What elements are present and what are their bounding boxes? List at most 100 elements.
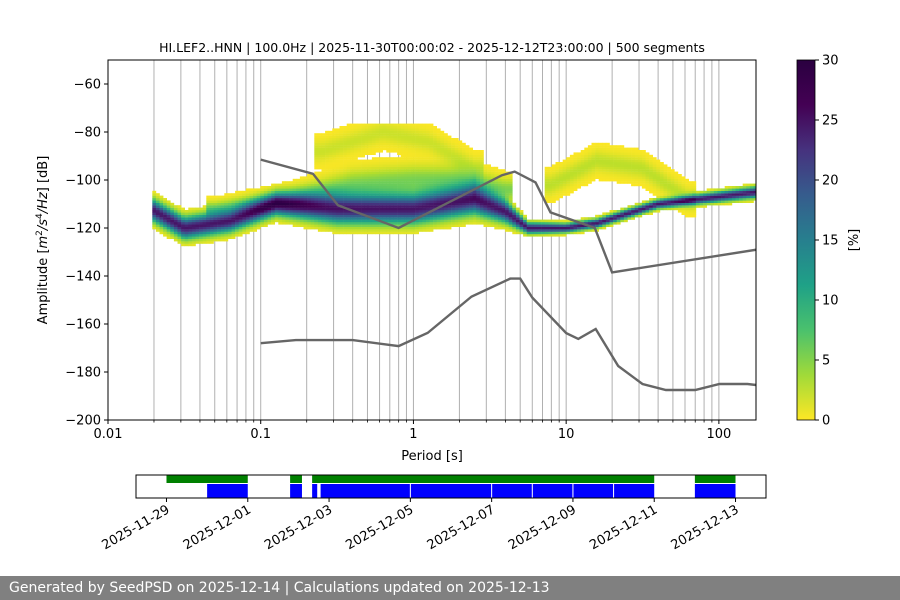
heatmap-cell bbox=[386, 176, 391, 179]
heatmap-cell bbox=[296, 186, 301, 189]
heatmap-cell bbox=[443, 222, 448, 225]
heatmap-cell bbox=[425, 154, 430, 158]
heatmap-cell bbox=[688, 188, 693, 191]
heatmap-cell bbox=[170, 207, 175, 211]
heatmap-cell bbox=[656, 171, 661, 175]
heatmap-cell bbox=[443, 157, 448, 160]
heatmap-cell bbox=[681, 190, 686, 194]
heatmap-cell bbox=[472, 190, 477, 194]
heatmap-cell bbox=[152, 200, 157, 203]
heatmap-cell bbox=[231, 229, 236, 232]
heatmap-cell bbox=[397, 183, 401, 187]
heatmap-cell bbox=[501, 212, 506, 215]
heatmap-cell bbox=[602, 214, 607, 218]
heatmap-cell bbox=[249, 222, 254, 225]
heatmap-cell bbox=[335, 207, 340, 211]
heatmap-cell bbox=[321, 178, 326, 182]
heatmap-cell bbox=[559, 176, 563, 179]
heatmap-cell bbox=[433, 169, 437, 172]
heatmap-cell bbox=[461, 142, 466, 146]
heatmap-cell bbox=[569, 171, 574, 175]
heatmap-cell bbox=[213, 231, 218, 235]
heatmap-cell bbox=[627, 217, 632, 220]
heatmap-cell bbox=[559, 171, 563, 175]
heatmap-cell bbox=[659, 186, 664, 189]
heatmap-cell bbox=[422, 183, 427, 187]
heatmap-cell bbox=[465, 183, 470, 187]
heatmap-cell bbox=[350, 162, 355, 165]
heatmap-cell bbox=[397, 219, 401, 223]
heatmap-cell bbox=[368, 176, 373, 179]
heatmap-cell bbox=[371, 123, 376, 127]
heatmap-cell bbox=[436, 190, 441, 194]
heatmap-cell bbox=[389, 171, 394, 175]
heatmap-cell bbox=[595, 152, 599, 155]
heatmap-cell bbox=[389, 202, 394, 206]
heatmap-cell bbox=[163, 222, 167, 225]
heatmap-cell bbox=[361, 150, 365, 153]
heatmap-cell bbox=[404, 224, 409, 227]
heatmap-cell bbox=[155, 200, 160, 203]
heatmap-cell bbox=[400, 174, 405, 177]
heatmap-cell bbox=[220, 226, 225, 230]
heatmap-cell bbox=[184, 217, 189, 220]
heatmap-cell bbox=[422, 229, 427, 232]
heatmap-cell bbox=[692, 186, 697, 189]
heatmap-cell bbox=[526, 226, 531, 230]
heatmap-cell bbox=[551, 224, 556, 227]
heatmap-cell bbox=[382, 210, 387, 213]
heatmap-cell bbox=[375, 147, 380, 151]
heatmap-cell bbox=[382, 186, 387, 189]
heatmap-cell bbox=[580, 150, 585, 153]
heatmap-cell bbox=[667, 205, 671, 208]
heatmap-cell bbox=[667, 166, 671, 170]
heatmap-cell bbox=[465, 171, 470, 175]
heatmap-cell bbox=[505, 186, 509, 189]
heatmap-cell bbox=[631, 166, 635, 170]
heatmap-cell bbox=[393, 200, 398, 203]
heatmap-cell bbox=[202, 214, 207, 218]
heatmap-cell bbox=[652, 183, 657, 187]
heatmap-cell bbox=[317, 212, 322, 215]
heatmap-cell bbox=[350, 133, 355, 136]
heatmap-cell bbox=[584, 154, 589, 158]
heatmap-cell bbox=[447, 135, 452, 139]
heatmap-cell bbox=[418, 171, 423, 175]
heatmap-cell bbox=[429, 219, 434, 223]
heatmap-cell bbox=[325, 154, 329, 158]
heatmap-cell bbox=[454, 178, 459, 182]
heatmap-cell bbox=[559, 224, 563, 227]
heatmap-cell bbox=[476, 169, 481, 172]
heatmap-cell bbox=[285, 195, 290, 199]
heatmap-cell bbox=[663, 207, 668, 211]
heatmap-cell bbox=[364, 152, 369, 155]
heatmap-cell bbox=[454, 138, 459, 141]
heatmap-cell bbox=[422, 135, 427, 139]
heatmap-cell bbox=[562, 186, 567, 189]
heatmap-cell bbox=[357, 186, 362, 189]
heatmap-cell bbox=[548, 193, 553, 196]
heatmap-cell bbox=[494, 200, 499, 203]
heatmap-cell bbox=[688, 186, 693, 189]
heatmap-cell bbox=[548, 224, 553, 227]
heatmap-cell bbox=[371, 183, 376, 187]
heatmap-cell bbox=[634, 207, 639, 211]
heatmap-cell bbox=[335, 174, 340, 177]
heatmap-cell bbox=[497, 210, 502, 213]
heatmap-cell bbox=[490, 205, 495, 208]
heatmap-cell bbox=[429, 133, 434, 136]
heatmap-cell bbox=[548, 176, 553, 179]
heatmap-cell bbox=[382, 145, 387, 148]
heatmap-cell bbox=[706, 193, 711, 196]
heatmap-cell bbox=[681, 212, 686, 215]
heatmap-cell bbox=[440, 135, 445, 139]
heatmap-cell bbox=[627, 207, 632, 211]
heatmap-cell bbox=[350, 140, 355, 143]
heatmap-cell bbox=[602, 162, 607, 165]
heatmap-cell bbox=[382, 205, 387, 208]
heatmap-cell bbox=[580, 171, 585, 175]
heatmap-cell bbox=[249, 190, 254, 194]
heatmap-cell bbox=[278, 183, 283, 187]
heatmap-cell bbox=[343, 130, 347, 134]
heatmap-cell bbox=[407, 226, 412, 230]
